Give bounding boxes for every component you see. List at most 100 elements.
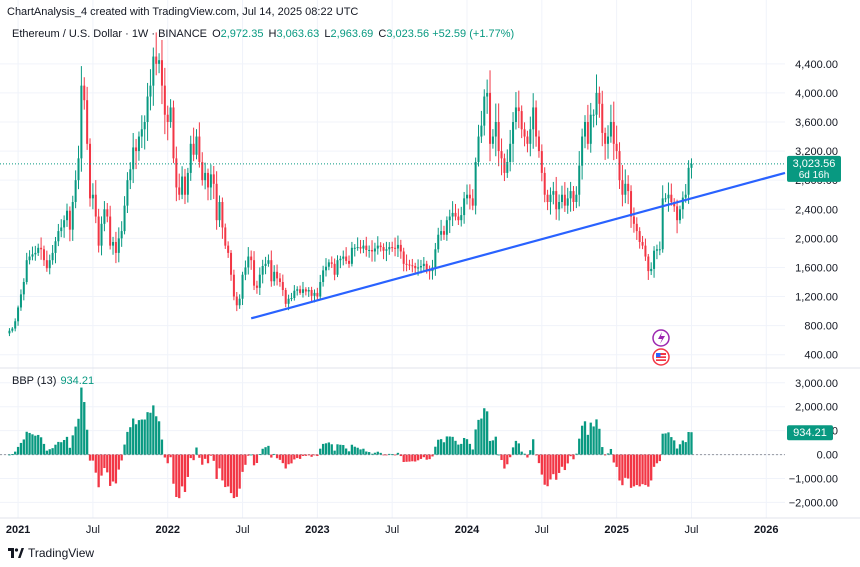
candle-body (270, 260, 273, 282)
support-trendline[interactable] (250, 171, 786, 320)
bbp-bar (664, 433, 667, 455)
bbp-bar (238, 454, 241, 489)
price-tick-label: 1,600.00 (795, 262, 838, 274)
indicator-legend[interactable]: BBP (13) 934.21 (12, 375, 94, 387)
candle-body (54, 241, 57, 253)
bbp-bar (687, 432, 690, 455)
candle-body (89, 143, 92, 199)
candle-body (422, 263, 425, 266)
candle-body (350, 247, 353, 264)
bbp-bar (201, 454, 204, 465)
bbp-bar (114, 454, 118, 484)
bbp-bar (51, 448, 54, 455)
candle-body (632, 216, 635, 224)
bbp-bar (224, 454, 227, 488)
candle-body (112, 242, 115, 246)
bbp-bar (11, 453, 14, 455)
candle-body (126, 180, 129, 206)
candle-body (333, 263, 336, 275)
bbp-bar (569, 454, 572, 457)
bbp-bar (344, 448, 348, 455)
bbp-bar (376, 451, 379, 455)
bbp-bar (275, 454, 279, 459)
bbp-bar (77, 418, 80, 455)
bbp-bar (68, 447, 72, 455)
bbp-bar (563, 454, 567, 471)
tradingview-logo[interactable]: TradingView (8, 546, 94, 560)
bbp-bar (566, 454, 569, 464)
bbp-bar (632, 454, 636, 487)
candle-body (572, 191, 575, 202)
candle-body (607, 136, 610, 144)
candle-body (42, 249, 45, 261)
symbol-label[interactable]: Ethereum / U.S. Dollar · 1W · BINANCE (12, 28, 207, 40)
bbp-bar (270, 454, 273, 458)
bbp-bar (267, 445, 270, 455)
bbp-bar (606, 453, 610, 455)
candle-body (313, 292, 316, 296)
bbp-bar (488, 440, 492, 455)
economic-event-icon[interactable] (652, 348, 670, 366)
bbp-bar (580, 425, 584, 455)
bbp-bar (319, 448, 322, 455)
bbp-bar (71, 435, 74, 455)
bbp-bar (578, 438, 581, 455)
bbp-bar (534, 454, 538, 456)
candle-body (465, 194, 469, 199)
flag-canton (656, 353, 661, 357)
last-price-tag[interactable] (787, 155, 841, 182)
candle-body (382, 247, 385, 251)
bbp-value-tag[interactable] (787, 425, 833, 441)
dividends-event-icon[interactable] (652, 329, 670, 347)
candle-body (281, 282, 284, 290)
bbp-bar (195, 447, 198, 455)
candle-body (135, 147, 138, 152)
trendline[interactable] (250, 171, 786, 320)
candle-body (678, 209, 681, 221)
bbp-axis[interactable]: 3,000.002,000.001,000.000.00−1,000.00−2,… (787, 378, 838, 510)
bbp-bar (595, 419, 598, 455)
candle-body (45, 260, 48, 269)
bbp-bar (557, 454, 561, 473)
candle-body (529, 129, 532, 144)
price-tick-label: 2,000.00 (795, 233, 838, 245)
bbp-bar (178, 454, 181, 499)
price-tick-label: 2,400.00 (795, 204, 838, 216)
bbp-bar (434, 446, 437, 455)
price-axis[interactable]: 4,400.004,000.003,600.003,200.002,800.00… (787, 59, 841, 362)
bbp-bar (497, 454, 500, 456)
candle-body (604, 132, 607, 144)
bbp-bar (419, 454, 423, 459)
tradingview-brand: TradingView (28, 546, 95, 560)
candle-body (86, 100, 89, 144)
candle-body (307, 290, 310, 292)
bbp-bar (523, 453, 526, 455)
candle-body (278, 278, 281, 282)
bbp-bar (152, 405, 155, 455)
candle-body (437, 234, 440, 250)
candle-body (192, 143, 195, 155)
bbp-bar (34, 435, 37, 455)
bar-countdown-label: 6d 16h (799, 170, 830, 181)
time-axis[interactable]: 2021 Jul 2022 Jul 2023 Jul 2024 Jul 2025 Jul 2026 (6, 524, 779, 536)
candle-body (14, 321, 17, 329)
bbp-bar (621, 454, 624, 486)
bbp-bar (549, 454, 552, 480)
bbp-bar (8, 454, 11, 456)
candle-body (109, 216, 112, 246)
candle-body (235, 296, 238, 306)
bbp-bar (293, 454, 296, 460)
candle-body (376, 245, 379, 249)
candle-body (284, 290, 287, 304)
candle-body (123, 205, 126, 232)
bbp-bar (379, 452, 382, 455)
candle-body (408, 264, 411, 266)
candle-body (160, 60, 163, 86)
pane-separator (0, 367, 860, 519)
bbp-bar (644, 454, 647, 486)
bbp-bar (134, 424, 138, 455)
bbp-bar (491, 440, 495, 455)
bbp-bar (462, 437, 466, 455)
bbp-bar (123, 444, 126, 455)
